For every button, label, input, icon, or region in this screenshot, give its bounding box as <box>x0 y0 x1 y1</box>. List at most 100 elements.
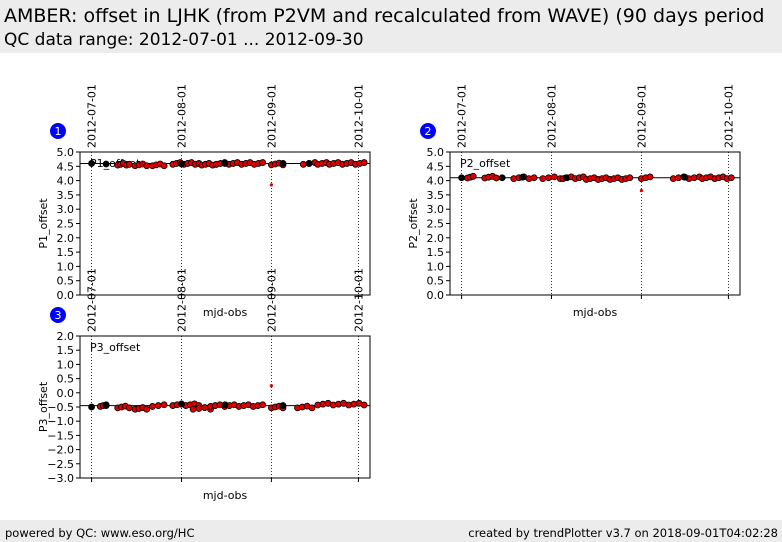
data-point <box>189 405 197 413</box>
y-tick-label: 1.5 <box>57 246 75 259</box>
data-point <box>308 404 316 412</box>
y-tick-label: 2.0 <box>427 232 445 245</box>
y-tick-label: 1.0 <box>57 358 75 371</box>
panel-number-badge <box>420 123 436 139</box>
reference-point <box>562 174 570 182</box>
data-point <box>530 174 538 182</box>
data-point <box>492 174 500 182</box>
data-point <box>646 173 654 181</box>
y-axis-label: P1_offset <box>37 198 50 249</box>
y-tick-label: 2.0 <box>57 232 75 245</box>
footer-generator: created by trendPlotter v3.7 on 2018-09-… <box>468 526 778 540</box>
chart-panel-3: 2012-07-01 2012-08-01 2012-09-01 2012-10-01… <box>37 268 371 502</box>
y-tick-label: −1.5 <box>47 429 74 442</box>
reference-point <box>498 174 506 182</box>
y-tick-label: 0.5 <box>57 373 75 386</box>
data-point <box>160 401 168 409</box>
data-point <box>195 405 203 412</box>
data-point <box>125 404 133 412</box>
y-tick-label: −0.5 <box>47 401 74 414</box>
y-axis-label: P2_offset <box>407 198 420 249</box>
y-tick-label: −1.0 <box>47 415 74 428</box>
date-tick-label: 2012-07-01 <box>456 84 469 148</box>
data-point <box>259 159 267 166</box>
reference-point <box>681 173 689 181</box>
data-point <box>360 401 368 409</box>
data-point <box>154 402 162 409</box>
reference-point <box>178 400 185 408</box>
plot-frame <box>79 151 371 296</box>
date-tick-label: 2012-09-01 <box>635 84 648 148</box>
data-point <box>160 162 168 170</box>
data-point <box>727 174 735 182</box>
reference-point <box>305 160 313 167</box>
y-tick-label: 0.0 <box>57 387 75 400</box>
y-tick-label: 0.0 <box>57 289 75 302</box>
y-tick-label: 2.5 <box>57 218 75 231</box>
date-tick-label: 2012-08-01 <box>176 84 189 148</box>
qc-date-range: QC data range: 2012-07-01 ... 2012-09-30 <box>4 30 364 50</box>
y-tick-label: −2.0 <box>47 444 74 457</box>
date-tick-label: 2012-08-01 <box>176 268 189 332</box>
data-point <box>626 174 634 182</box>
reference-point <box>102 402 110 409</box>
data-point <box>259 401 267 409</box>
y-tick-label: 1.0 <box>57 260 75 273</box>
y-tick-label: −3.0 <box>47 472 74 485</box>
y-tick-label: 1.5 <box>57 344 75 357</box>
panel-number: 2 <box>425 125 432 138</box>
date-tick-label: 2012-10-01 <box>352 268 365 332</box>
data-point <box>299 160 307 168</box>
data-point <box>360 159 368 166</box>
data-point <box>551 173 558 181</box>
date-tick-label: 2012-07-01 <box>86 84 99 148</box>
reference-point <box>88 403 95 411</box>
y-tick-label: 4.5 <box>57 160 75 173</box>
x-axis-label: mjd-obs <box>203 489 248 502</box>
date-tick-label: 2012-09-01 <box>265 268 278 332</box>
x-axis-label: mjd-obs <box>203 306 248 319</box>
outlier-point <box>269 183 273 187</box>
y-tick-label: 1.0 <box>427 260 445 273</box>
date-tick-label: 2012-10-01 <box>352 84 365 148</box>
data-point <box>143 162 151 170</box>
reference-point <box>221 160 229 167</box>
y-tick-label: 4.0 <box>427 175 445 188</box>
panel-number: 1 <box>55 125 62 138</box>
y-tick-label: 3.0 <box>57 203 75 216</box>
data-point <box>469 172 477 180</box>
series-legend: P3_offset <box>90 341 141 354</box>
date-tick-label: 2012-07-01 <box>86 268 99 332</box>
plot-footer: powered by QC: www.eso.org/HC created by… <box>0 520 782 542</box>
y-tick-label: 2.5 <box>427 218 445 231</box>
footer-credit: powered by QC: www.eso.org/HC <box>5 526 195 540</box>
y-tick-label: −2.5 <box>47 458 74 471</box>
panel-number-badge <box>50 123 66 139</box>
reference-point <box>221 401 229 409</box>
data-point <box>125 160 133 168</box>
y-tick-label: 4.5 <box>427 160 445 173</box>
data-point <box>201 404 209 411</box>
outlier-point <box>269 384 273 388</box>
y-tick-label: 1.5 <box>427 246 445 259</box>
reference-point <box>102 160 110 168</box>
chart-panel-1: 2012-07-01 2012-08-01 2012-09-01 2012-10-01… <box>37 84 371 319</box>
y-tick-label: 2.0 <box>57 330 75 343</box>
y-tick-label: 5.0 <box>427 146 445 159</box>
reference-point <box>279 160 287 167</box>
y-tick-label: 5.0 <box>57 146 75 159</box>
y-tick-label: 3.5 <box>427 189 445 202</box>
y-axis-label: P3_offset <box>37 381 50 432</box>
date-tick-label: 2012-08-01 <box>546 84 559 148</box>
data-point <box>143 405 151 413</box>
y-tick-label: 0.5 <box>57 275 75 288</box>
reference-point <box>279 402 287 409</box>
plot-header: AMBER: offset in LJHK (from P2VM and rec… <box>0 0 782 53</box>
data-point <box>545 174 552 182</box>
date-tick-label: 2012-09-01 <box>265 84 278 148</box>
data-point <box>149 403 156 410</box>
y-tick-label: 3.0 <box>427 203 445 216</box>
series-legend: P2_offset <box>460 157 511 170</box>
chart-panel-2: 2012-07-01 2012-08-01 2012-09-01 2012-10-01… <box>407 84 741 319</box>
